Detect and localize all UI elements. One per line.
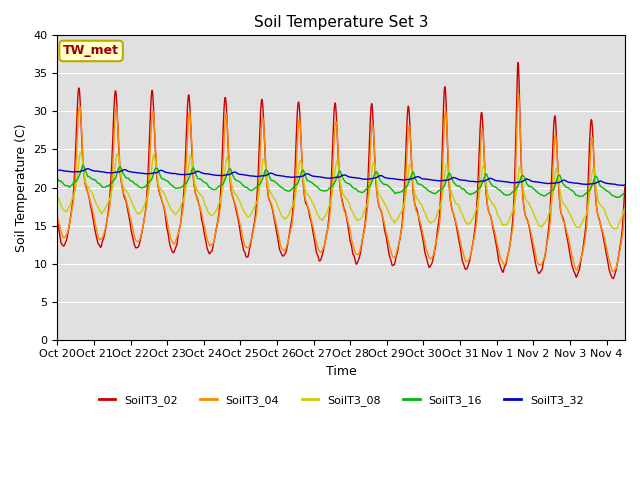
SoilT3_02 (621, 184, 628, 190)
SoilT3_08 (77, 150, 84, 156)
SoilT3_08 (621, 205, 628, 211)
SoilT3_02 (534, 269, 541, 275)
SoilT3_16 (54, 176, 61, 181)
SoilT3_32 (602, 180, 609, 186)
SoilT3_04 (621, 204, 628, 210)
SoilT3_08 (602, 209, 609, 215)
SoilT3_16 (345, 181, 353, 187)
SoilT3_02 (514, 60, 522, 65)
SoilT3_16 (79, 163, 87, 168)
Title: Soil Temperature Set 3: Soil Temperature Set 3 (254, 15, 428, 30)
X-axis label: Time: Time (326, 365, 356, 378)
SoilT3_32 (534, 179, 541, 185)
SoilT3_02 (344, 226, 352, 232)
SoilT3_08 (409, 178, 417, 183)
SoilT3_32 (345, 174, 353, 180)
Line: SoilT3_02: SoilT3_02 (58, 62, 625, 278)
Line: SoilT3_08: SoilT3_08 (58, 153, 625, 229)
SoilT3_04 (609, 269, 617, 275)
SoilT3_16 (426, 189, 434, 194)
SoilT3_04 (344, 221, 352, 227)
SoilT3_02 (602, 245, 609, 251)
Text: TW_met: TW_met (63, 45, 119, 58)
SoilT3_16 (621, 190, 628, 196)
SoilT3_32 (621, 182, 628, 188)
SoilT3_04 (87, 200, 95, 206)
SoilT3_32 (87, 167, 95, 173)
SoilT3_32 (619, 182, 627, 188)
SoilT3_02 (409, 184, 417, 190)
SoilT3_02 (609, 276, 617, 281)
SoilT3_16 (534, 190, 541, 195)
SoilT3_08 (534, 221, 541, 227)
SoilT3_16 (612, 194, 620, 200)
SoilT3_08 (54, 195, 61, 201)
SoilT3_32 (84, 166, 92, 171)
SoilT3_32 (54, 168, 61, 173)
Legend: SoilT3_02, SoilT3_04, SoilT3_08, SoilT3_16, SoilT3_32: SoilT3_02, SoilT3_04, SoilT3_08, SoilT3_… (94, 391, 588, 410)
SoilT3_08 (611, 226, 618, 232)
SoilT3_04 (534, 261, 541, 266)
Line: SoilT3_04: SoilT3_04 (58, 94, 625, 272)
SoilT3_32 (426, 177, 434, 182)
SoilT3_16 (87, 176, 95, 181)
SoilT3_08 (345, 199, 353, 205)
SoilT3_16 (409, 169, 417, 175)
SoilT3_04 (54, 214, 61, 220)
SoilT3_32 (409, 176, 417, 181)
SoilT3_04 (426, 256, 434, 262)
Y-axis label: Soil Temperature (C): Soil Temperature (C) (15, 123, 28, 252)
SoilT3_02 (54, 219, 61, 225)
SoilT3_02 (426, 264, 434, 269)
SoilT3_08 (426, 220, 434, 226)
SoilT3_04 (515, 91, 522, 96)
SoilT3_16 (602, 186, 609, 192)
Line: SoilT3_16: SoilT3_16 (58, 166, 625, 197)
Line: SoilT3_32: SoilT3_32 (58, 168, 625, 185)
SoilT3_04 (409, 180, 417, 186)
SoilT3_02 (87, 204, 95, 210)
SoilT3_08 (87, 188, 95, 194)
SoilT3_04 (602, 240, 609, 245)
